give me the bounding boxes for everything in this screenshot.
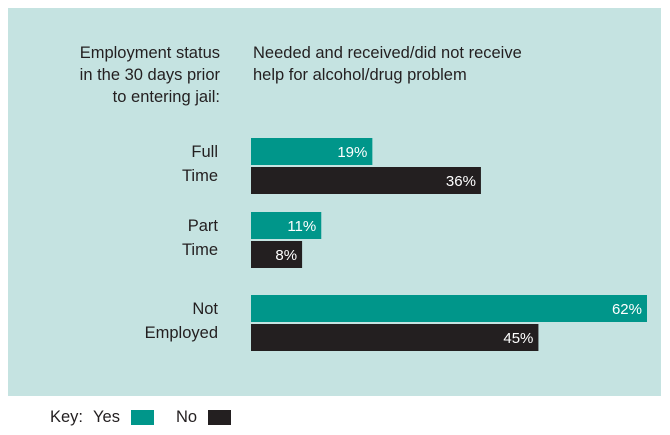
category-header-line: to entering jail: [112, 88, 220, 106]
category-label: Full Time [182, 143, 218, 185]
bar-no [251, 167, 481, 194]
chart-title: Needed and received/did not receive help… [253, 42, 633, 86]
bar-no [251, 241, 303, 268]
legend-label-no: No [175, 408, 198, 426]
category-header-line: Employment status [79, 44, 220, 62]
legend-title: Key: [50, 408, 84, 426]
legend-label-yes: Yes [93, 408, 120, 426]
legend: Key: Yes No [50, 400, 232, 435]
bar-value-label: 62% [612, 301, 642, 318]
chart-title-line: Needed and received/did not receive [253, 44, 522, 62]
bar-value-label: 8% [275, 247, 297, 264]
bar-chart: Full Time 19% 36% Part Time 11% 8% Not Employed 62… [145, 138, 647, 351]
category-header-line: in the 30 days prior [79, 66, 220, 84]
bar-no [251, 324, 539, 351]
bar-value-label: 11% [287, 218, 316, 235]
bar-yes [251, 138, 373, 165]
category-header: Employment status in the 30 days prior t… [0, 42, 220, 108]
bar-yes [251, 212, 322, 239]
bar-value-label: 45% [503, 330, 533, 347]
bar-yes [251, 295, 647, 322]
category-label: Not Employed [145, 300, 219, 342]
legend-swatch-yes [130, 410, 154, 425]
category-label: Part Time [182, 217, 218, 259]
bar-value-label: 19% [337, 144, 367, 161]
legend-swatch-no [208, 410, 232, 425]
bar-value-label: 36% [446, 173, 476, 190]
chart-title-line: help for alcohol/drug problem [253, 66, 467, 84]
